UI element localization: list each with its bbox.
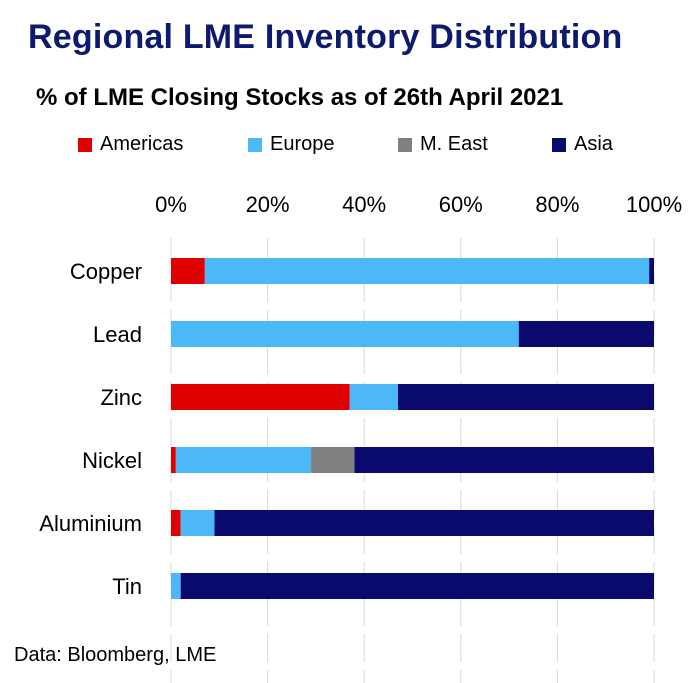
legend-label-europe: Europe <box>270 133 335 155</box>
legend-swatch-americas <box>78 137 92 152</box>
category-label: Aluminium <box>39 511 142 536</box>
legend-item-europe: Europe <box>248 133 335 156</box>
x-tick-label: 40% <box>342 192 386 217</box>
bar-segment-americas <box>171 258 205 284</box>
legend-item-m-east: M. East <box>398 133 488 156</box>
bar-segment-europe <box>180 510 215 536</box>
bar-segment-europe <box>171 573 181 599</box>
category-label: Tin <box>112 574 142 599</box>
bar-segment-asia <box>518 321 654 347</box>
bar-segment-asia <box>214 510 654 536</box>
legend-swatch-m-east <box>398 137 412 152</box>
bar-segment-americas <box>171 384 350 410</box>
legend-item-americas: Americas <box>78 133 183 156</box>
bar-segment-asia <box>398 384 654 410</box>
x-tick-label: 100% <box>626 192 682 217</box>
x-tick-label: 80% <box>535 192 579 217</box>
chart-subtitle: % of LME Closing Stocks as of 26th April… <box>36 84 564 111</box>
bar-segment-americas <box>171 510 181 536</box>
source-note: Data: Bloomberg, LME <box>14 644 217 666</box>
bar-segment-europe <box>175 447 312 473</box>
category-label: Nickel <box>82 448 142 473</box>
legend-label-americas: Americas <box>100 133 184 155</box>
legend-label-m-east: M. East <box>420 133 488 155</box>
category-label: Lead <box>93 322 142 347</box>
legend-swatch-asia <box>552 137 566 152</box>
chart-title: Regional LME Inventory Distribution <box>28 18 623 56</box>
bar-segment-m-east <box>311 447 355 473</box>
legend-swatch-europe <box>248 137 262 152</box>
bar-segment-europe <box>171 321 519 347</box>
legend-label-asia: Asia <box>574 133 613 155</box>
x-tick-label: 60% <box>439 192 483 217</box>
bar-segment-europe <box>204 258 650 284</box>
bar-segment-asia <box>180 573 654 599</box>
bar-segment-asia <box>649 258 654 284</box>
bar-segment-americas <box>171 447 176 473</box>
bar-segment-europe <box>349 384 399 410</box>
legend: Americas Europe M. East Asia <box>0 133 696 163</box>
x-tick-label: 20% <box>246 192 290 217</box>
legend-item-asia: Asia <box>552 133 613 156</box>
category-label: Copper <box>70 259 142 284</box>
bar-segment-asia <box>354 447 654 473</box>
category-label: Zinc <box>100 385 142 410</box>
x-tick-label: 0% <box>155 192 187 217</box>
